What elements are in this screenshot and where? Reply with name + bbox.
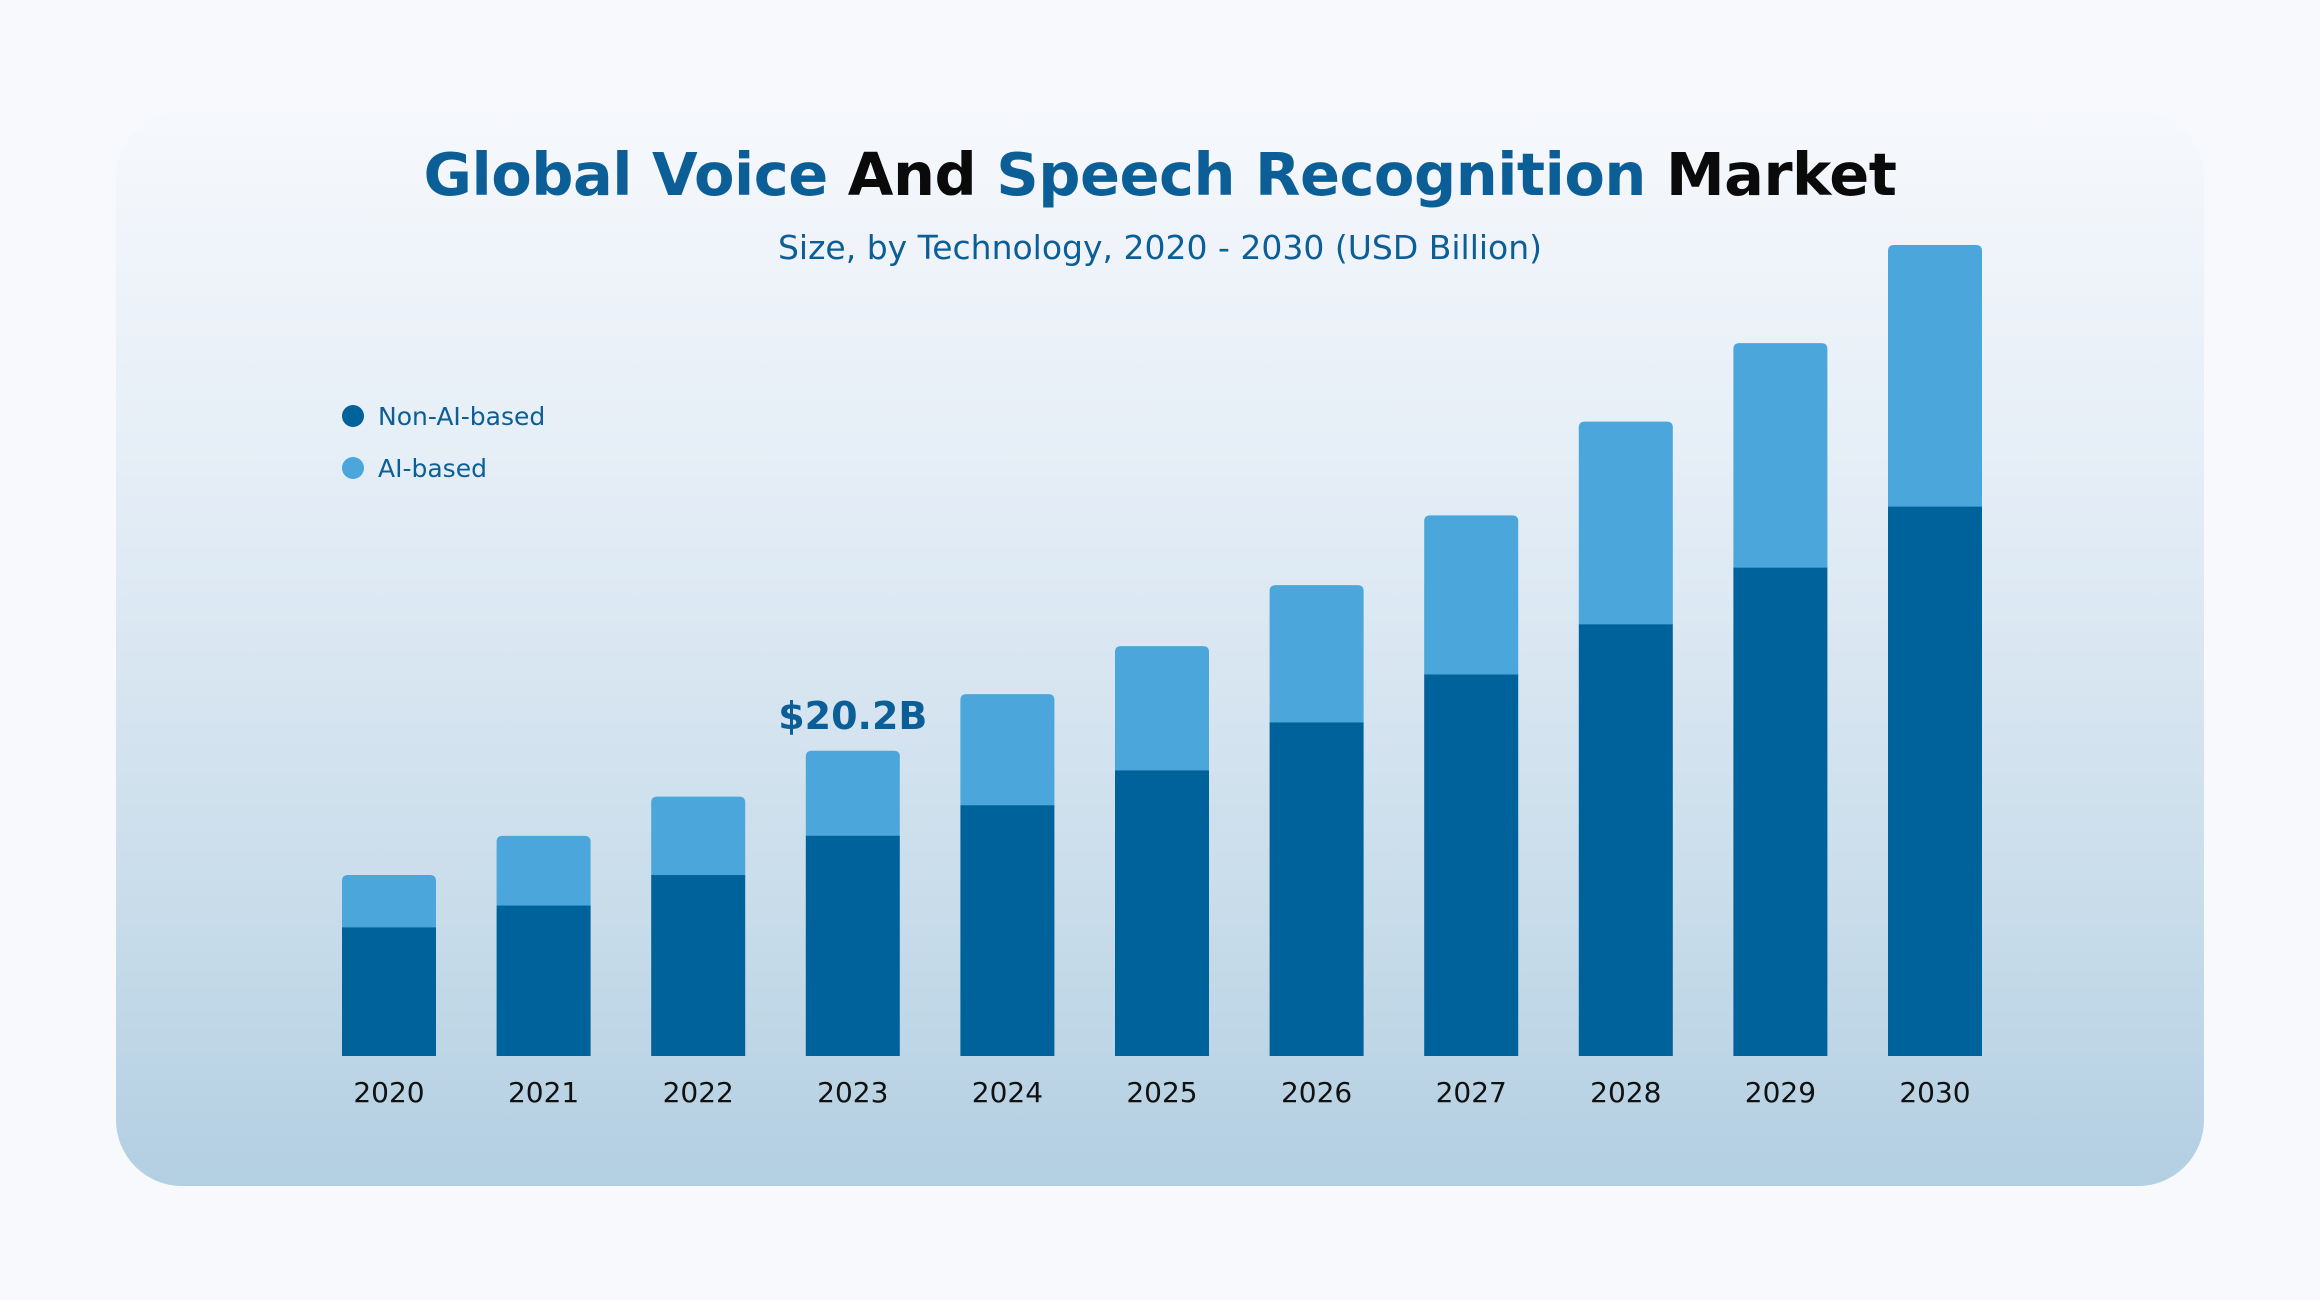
bar-group-2025: 2025 xyxy=(1115,646,1209,1109)
legend-dot-non-ai xyxy=(342,405,364,427)
x-tick-label-2021: 2021 xyxy=(508,1076,579,1109)
legend-item-ai: AI-based xyxy=(342,442,545,494)
bar-ai-2030 xyxy=(1888,245,1982,508)
x-tick-label-2022: 2022 xyxy=(663,1076,734,1109)
bar-ai-2029 xyxy=(1733,343,1828,569)
bar-group-2020: 2020 xyxy=(342,875,436,1109)
legend: Non-AI-based AI-based xyxy=(342,390,545,494)
title-part-4: Market xyxy=(1665,140,1897,209)
x-tick-label-2025: 2025 xyxy=(1126,1076,1197,1109)
bar-non-ai-2028 xyxy=(1578,624,1673,1056)
bar-ai-2028 xyxy=(1578,421,1673,626)
x-tick-label-2024: 2024 xyxy=(972,1076,1043,1109)
title-part-2: And xyxy=(847,140,977,209)
bar-ai-2023 xyxy=(805,750,900,837)
title-part-1: Global Voice xyxy=(423,140,829,209)
bar-non-ai-2024 xyxy=(960,805,1055,1056)
bar-non-ai-2020 xyxy=(342,927,436,1056)
chart-title: Global Voice And Speech Recognition Mark… xyxy=(0,140,2320,209)
bar-group-2029: 2029 xyxy=(1733,343,1828,1109)
x-tick-label-2023: 2023 xyxy=(817,1076,888,1109)
x-tick-label-2029: 2029 xyxy=(1745,1076,1816,1109)
bar-group-2024: 2024 xyxy=(960,694,1055,1109)
bar-group-2027: 2027 xyxy=(1424,515,1519,1109)
bar-group-2022: 2022 xyxy=(651,796,746,1109)
bar-group-2030: 2030 xyxy=(1888,245,1982,1109)
bar-ai-2026 xyxy=(1269,585,1364,724)
bar-group-2028: 2028 xyxy=(1578,421,1673,1109)
bar-ai-2022 xyxy=(651,796,746,877)
x-tick-label-2026: 2026 xyxy=(1281,1076,1352,1109)
bar-non-ai-2023 xyxy=(805,835,900,1056)
legend-label-ai: AI-based xyxy=(378,453,487,483)
x-tick-label-2028: 2028 xyxy=(1590,1076,1661,1109)
bar-group-2026: 2026 xyxy=(1269,585,1364,1109)
bar-ai-2020 xyxy=(342,875,436,929)
bar-non-ai-2030 xyxy=(1888,506,1982,1056)
bar-non-ai-2021 xyxy=(496,905,591,1056)
data-label-2023: $20.2B xyxy=(778,694,927,738)
chart-subtitle: Size, by Technology, 2020 - 2030 (USD Bi… xyxy=(777,228,1543,267)
bar-ai-2027 xyxy=(1424,515,1519,676)
legend-item-non-ai: Non-AI-based xyxy=(342,390,545,442)
bar-group-2021: 2021 xyxy=(496,835,591,1109)
bar-non-ai-2027 xyxy=(1424,674,1519,1056)
title-part-3: Speech Recognition xyxy=(996,140,1646,209)
legend-label-non-ai: Non-AI-based xyxy=(378,401,546,431)
bar-non-ai-2022 xyxy=(651,875,746,1056)
legend-dot-ai xyxy=(342,457,364,479)
x-tick-label-2030: 2030 xyxy=(1899,1076,1970,1109)
bar-group-2023: 2023 $20.2B xyxy=(778,694,927,1109)
x-tick-label-2027: 2027 xyxy=(1436,1076,1507,1109)
bar-non-ai-2029 xyxy=(1733,567,1828,1056)
bar-non-ai-2025 xyxy=(1115,770,1209,1056)
bar-ai-2024 xyxy=(960,694,1055,807)
bar-ai-2021 xyxy=(496,835,591,907)
bar-ai-2025 xyxy=(1115,646,1209,772)
x-tick-label-2020: 2020 xyxy=(353,1076,424,1109)
bar-non-ai-2026 xyxy=(1269,722,1364,1056)
